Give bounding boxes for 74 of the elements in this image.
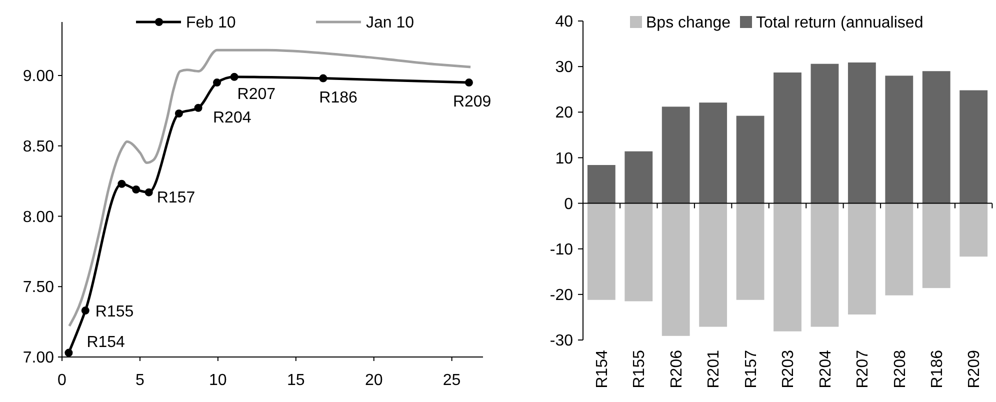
bar: [624, 203, 653, 302]
y-tick-label: 8.00: [22, 208, 54, 226]
bar: [848, 62, 876, 204]
x-tick-label: 15: [286, 372, 305, 389]
point: [194, 104, 202, 112]
x-tick-label: 5: [136, 372, 145, 389]
y-tick-label: 20: [555, 104, 574, 122]
y-tick-label: 7.00: [22, 350, 54, 367]
point: [319, 74, 328, 82]
y-tick-label: 0: [564, 196, 574, 213]
x-tick-label: R157: [742, 350, 760, 388]
bar: [736, 116, 764, 204]
bar: [922, 203, 950, 288]
y-tick-label: 40: [555, 14, 574, 31]
x-tick-label: 10: [209, 372, 227, 389]
bar: [699, 102, 728, 204]
y-tick-label: -30: [550, 332, 574, 350]
x-tick-label: 20: [364, 372, 383, 389]
bar: [960, 90, 988, 204]
point: [174, 109, 183, 118]
x-tick-label: R204: [817, 350, 834, 388]
bar: [662, 203, 690, 336]
x-tick-label: R203: [780, 350, 798, 388]
y-tick-label: 30: [555, 59, 574, 76]
bar: [885, 203, 914, 296]
bar: [736, 203, 764, 300]
point: [144, 188, 153, 196]
bar: [810, 203, 839, 327]
x-tick-label: R186: [928, 350, 946, 388]
bar: [774, 72, 802, 204]
point: [132, 186, 140, 194]
bar: [885, 76, 914, 204]
y-tick-label: 9.00: [22, 68, 54, 86]
annotation: R157: [156, 189, 196, 206]
bar: [624, 151, 653, 204]
bar: [922, 71, 950, 204]
x-tick-label: R207: [854, 350, 872, 388]
x-tick-label: 25: [442, 372, 461, 389]
x-tick-label: R154: [594, 350, 612, 388]
x-tick-label: R209: [966, 350, 984, 388]
bar: [662, 106, 690, 204]
y-tick-label: 7.50: [22, 279, 54, 296]
legend-label: Bps change: [646, 14, 731, 32]
bar: [699, 203, 728, 327]
point: [464, 78, 473, 87]
bar: [848, 203, 876, 314]
x-tick-label: R155: [631, 350, 648, 388]
annotation: R204: [212, 110, 252, 127]
y-tick-label: 10: [555, 150, 574, 168]
x-tick-label: R201: [706, 350, 723, 388]
legend-label: Total return (annualised: [756, 14, 924, 32]
legend-label: Feb 10: [186, 14, 236, 32]
bar: [960, 203, 988, 257]
legend-label: Jan 10: [366, 14, 414, 32]
x-tick-label: R206: [668, 350, 686, 388]
x-tick-label: 0: [58, 372, 67, 389]
bar: [587, 165, 616, 204]
annotation: R155: [95, 304, 134, 321]
x-tick-label: R208: [892, 350, 909, 388]
y-tick-label: -10: [550, 241, 574, 258]
point: [81, 306, 90, 315]
annotation: R207: [237, 86, 276, 103]
y-tick-label: -20: [550, 287, 574, 304]
annotation: R154: [86, 334, 126, 351]
bar: [587, 203, 616, 300]
bar: [810, 64, 839, 204]
point: [118, 180, 126, 188]
bar: [774, 203, 802, 332]
point: [64, 348, 73, 357]
y-tick-label: 8.50: [22, 138, 54, 156]
point: [212, 78, 221, 87]
annotation: R209: [452, 94, 492, 111]
annotation: R186: [319, 89, 358, 106]
point: [230, 72, 238, 81]
